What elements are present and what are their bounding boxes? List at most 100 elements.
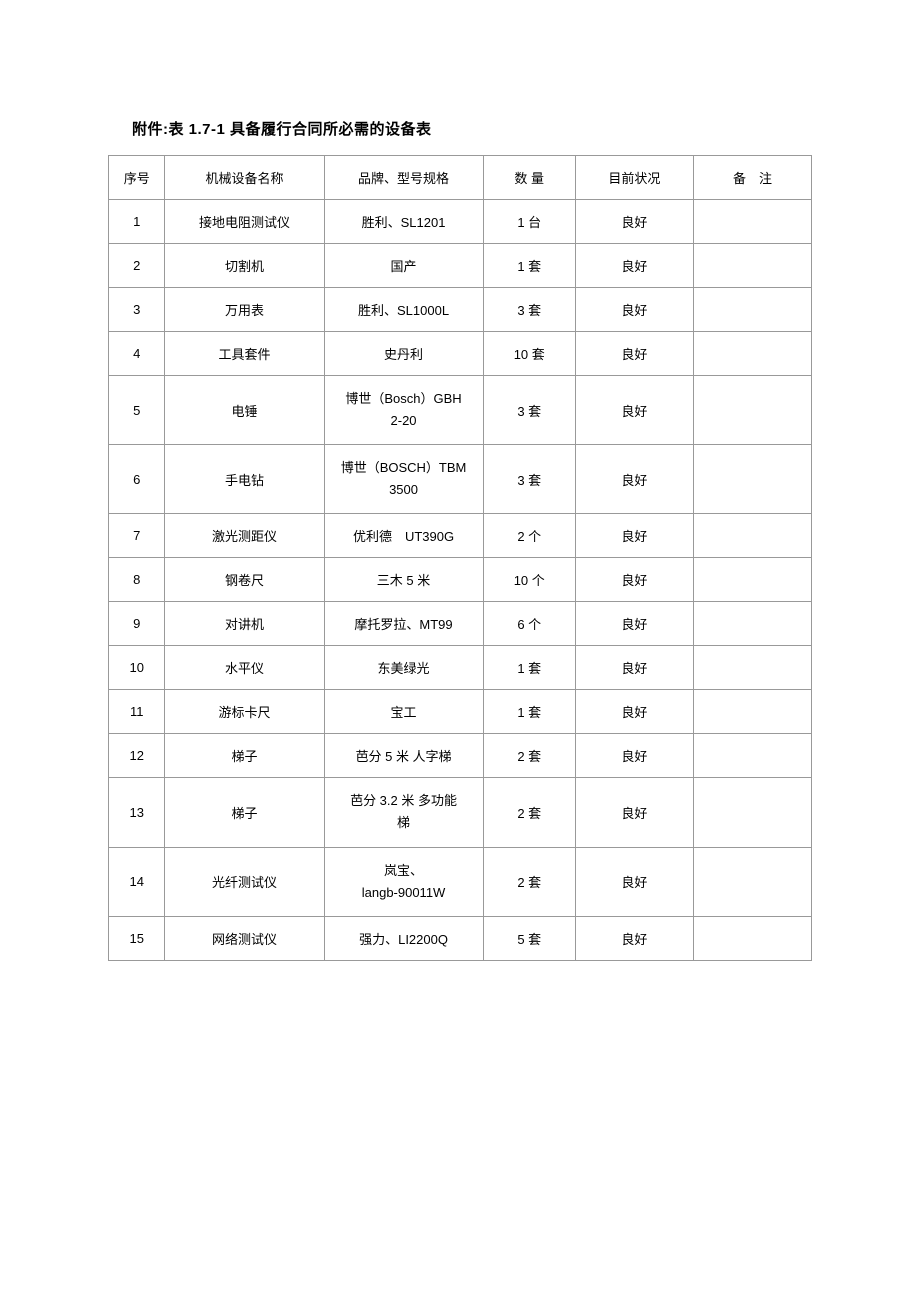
table-row: 12梯子芭分 5 米 人字梯2 套良好 [109,734,812,778]
cell-name: 切割机 [165,244,324,288]
cell-note [693,690,811,734]
cell-seq: 11 [109,690,165,734]
cell-qty: 1 套 [483,244,575,288]
cell-note [693,916,811,960]
cell-note [693,445,811,514]
cell-spec: 芭分 5 米 人字梯 [324,734,483,778]
cell-spec: 芭分 3.2 米 多功能梯 [324,778,483,847]
table-row: 11游标卡尺宝工1 套良好 [109,690,812,734]
cell-qty: 2 套 [483,734,575,778]
cell-note [693,847,811,916]
cell-note [693,514,811,558]
cell-note [693,244,811,288]
table-row: 10水平仪东美绿光1 套良好 [109,646,812,690]
cell-name: 电锤 [165,376,324,445]
cell-spec: 博世（BOSCH）TBM3500 [324,445,483,514]
cell-note [693,734,811,778]
cell-note [693,558,811,602]
cell-spec: 强力、LI2200Q [324,916,483,960]
table-row: 3万用表胜利、SL1000L3 套良好 [109,288,812,332]
cell-qty: 3 套 [483,376,575,445]
equipment-table: 序号 机械设备名称 品牌、型号规格 数 量 目前状况 备 注 1接地电阻测试仪胜… [108,155,812,961]
cell-note [693,200,811,244]
table-row: 2切割机国产1 套良好 [109,244,812,288]
cell-name: 梯子 [165,734,324,778]
cell-qty: 5 套 [483,916,575,960]
table-row: 4工具套件史丹利10 套良好 [109,332,812,376]
cell-spec: 国产 [324,244,483,288]
table-row: 14光纤测试仪岚宝、langb-90011W2 套良好 [109,847,812,916]
cell-status: 良好 [575,376,693,445]
cell-name: 钢卷尺 [165,558,324,602]
cell-status: 良好 [575,445,693,514]
cell-name: 万用表 [165,288,324,332]
cell-spec: 优利德 UT390G [324,514,483,558]
table-row: 5电锤博世（Bosch）GBH2-203 套良好 [109,376,812,445]
cell-spec: 博世（Bosch）GBH2-20 [324,376,483,445]
cell-name: 网络测试仪 [165,916,324,960]
cell-status: 良好 [575,332,693,376]
col-header-seq: 序号 [109,156,165,200]
cell-seq: 2 [109,244,165,288]
cell-name: 水平仪 [165,646,324,690]
table-row: 9对讲机摩托罗拉、MT996 个良好 [109,602,812,646]
cell-seq: 7 [109,514,165,558]
cell-seq: 12 [109,734,165,778]
cell-seq: 3 [109,288,165,332]
cell-qty: 10 个 [483,558,575,602]
cell-spec: 三木 5 米 [324,558,483,602]
table-row: 7激光测距仪优利德 UT390G2 个良好 [109,514,812,558]
cell-name: 工具套件 [165,332,324,376]
cell-qty: 6 个 [483,602,575,646]
cell-note [693,778,811,847]
cell-note [693,602,811,646]
table-row: 8钢卷尺三木 5 米10 个良好 [109,558,812,602]
cell-seq: 1 [109,200,165,244]
cell-qty: 1 套 [483,690,575,734]
cell-qty: 10 套 [483,332,575,376]
cell-status: 良好 [575,200,693,244]
cell-status: 良好 [575,646,693,690]
cell-qty: 2 套 [483,847,575,916]
col-header-spec: 品牌、型号规格 [324,156,483,200]
cell-seq: 13 [109,778,165,847]
table-body: 1接地电阻测试仪胜利、SL12011 台良好2切割机国产1 套良好3万用表胜利、… [109,200,812,961]
cell-name: 梯子 [165,778,324,847]
cell-status: 良好 [575,916,693,960]
cell-status: 良好 [575,288,693,332]
cell-seq: 8 [109,558,165,602]
cell-spec: 岚宝、langb-90011W [324,847,483,916]
cell-seq: 14 [109,847,165,916]
col-header-name: 机械设备名称 [165,156,324,200]
table-row: 1接地电阻测试仪胜利、SL12011 台良好 [109,200,812,244]
cell-name: 对讲机 [165,602,324,646]
cell-name: 游标卡尺 [165,690,324,734]
cell-status: 良好 [575,734,693,778]
cell-qty: 2 个 [483,514,575,558]
cell-qty: 3 套 [483,288,575,332]
cell-note [693,332,811,376]
cell-spec: 宝工 [324,690,483,734]
col-header-status: 目前状况 [575,156,693,200]
cell-status: 良好 [575,602,693,646]
cell-seq: 15 [109,916,165,960]
cell-status: 良好 [575,558,693,602]
table-row: 13梯子芭分 3.2 米 多功能梯2 套良好 [109,778,812,847]
cell-qty: 1 台 [483,200,575,244]
cell-status: 良好 [575,778,693,847]
table-header-row: 序号 机械设备名称 品牌、型号规格 数 量 目前状况 备 注 [109,156,812,200]
cell-seq: 4 [109,332,165,376]
cell-status: 良好 [575,847,693,916]
cell-seq: 6 [109,445,165,514]
cell-spec: 东美绿光 [324,646,483,690]
page-title: 附件:表 1.7-1 具备履行合同所必需的设备表 [132,118,812,139]
cell-spec: 摩托罗拉、MT99 [324,602,483,646]
cell-status: 良好 [575,690,693,734]
cell-status: 良好 [575,244,693,288]
cell-status: 良好 [575,514,693,558]
col-header-qty: 数 量 [483,156,575,200]
cell-note [693,646,811,690]
cell-qty: 1 套 [483,646,575,690]
cell-qty: 2 套 [483,778,575,847]
cell-spec: 胜利、SL1201 [324,200,483,244]
